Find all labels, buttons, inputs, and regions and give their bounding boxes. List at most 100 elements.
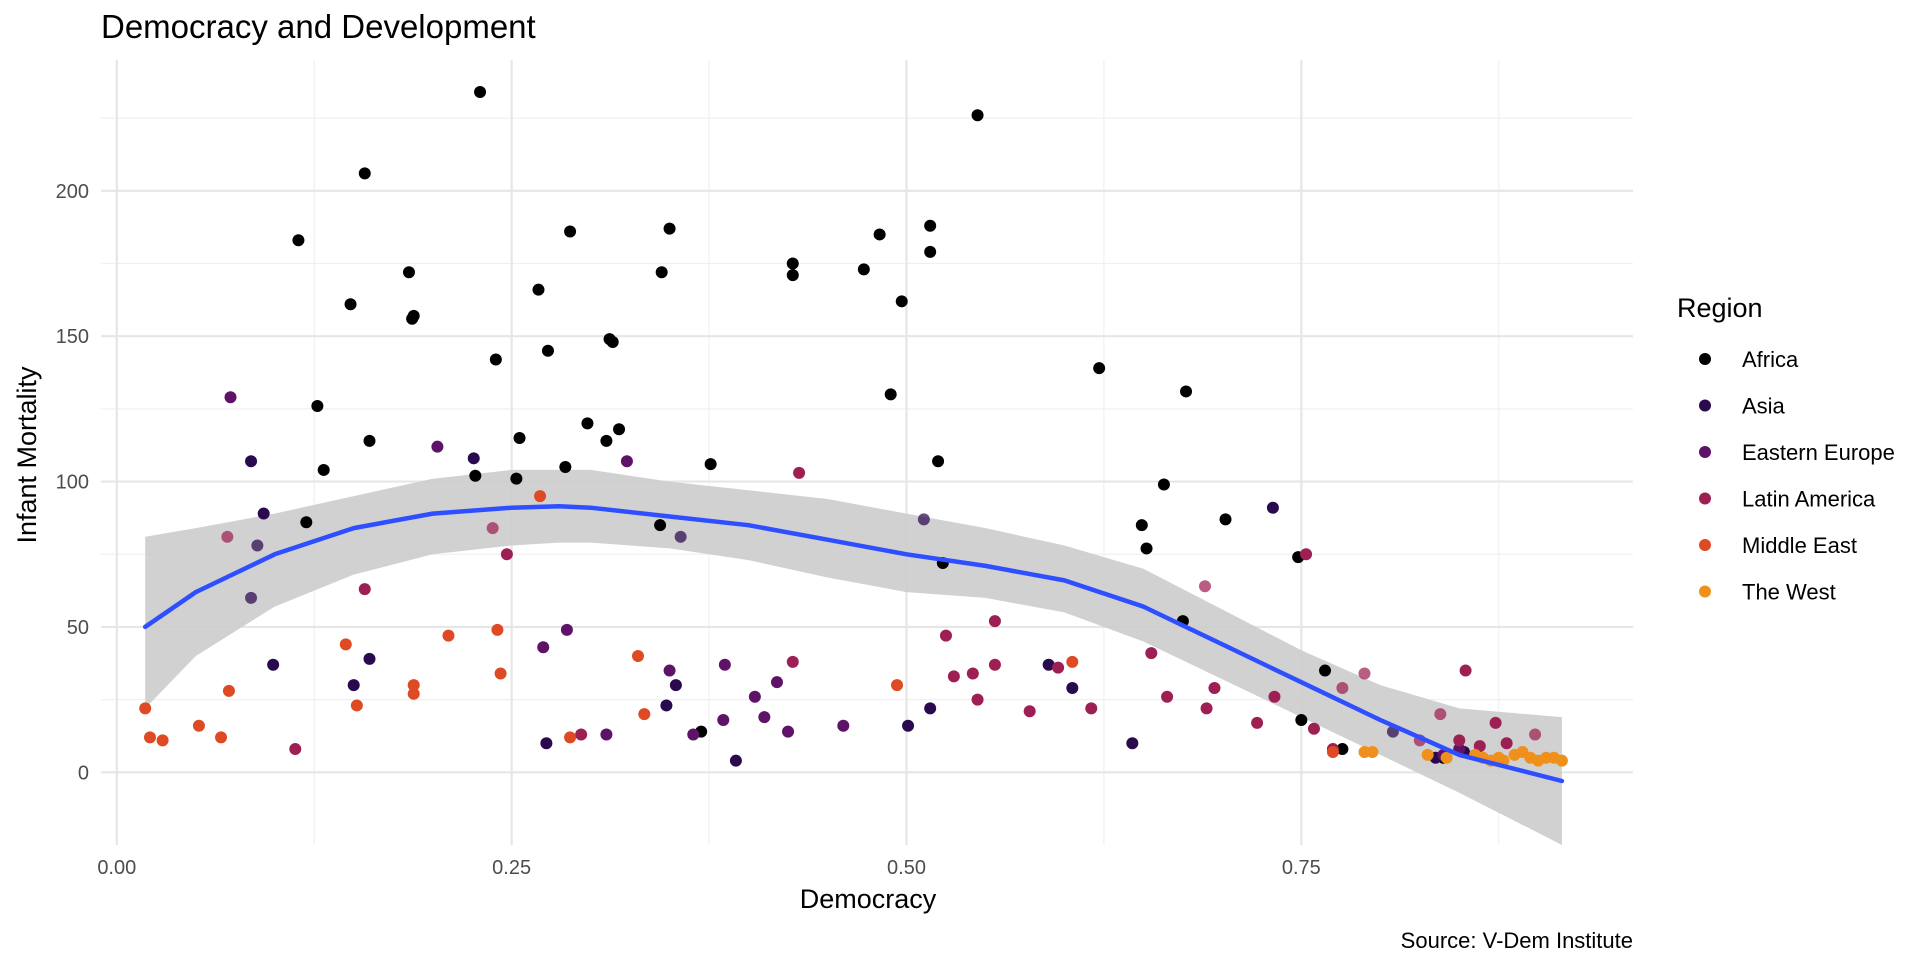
data-point	[564, 731, 577, 744]
legend-label: Middle East	[1742, 533, 1857, 558]
data-point	[895, 295, 908, 308]
data-point	[402, 266, 415, 279]
data-point	[215, 731, 228, 744]
data-point	[292, 234, 305, 247]
data-point	[559, 461, 572, 474]
legend-label: Africa	[1742, 347, 1799, 372]
data-point	[660, 699, 673, 712]
data-point	[687, 728, 700, 741]
data-point	[1295, 713, 1308, 726]
data-point	[489, 353, 502, 366]
data-point	[947, 670, 960, 683]
data-point	[251, 539, 264, 552]
data-point	[1500, 737, 1513, 750]
data-point	[1421, 748, 1434, 761]
y-tick-label: 50	[67, 617, 89, 639]
data-point	[758, 711, 771, 724]
data-point	[1453, 734, 1466, 747]
data-point	[560, 623, 573, 636]
data-point	[600, 434, 613, 447]
data-point	[494, 667, 507, 680]
data-point	[674, 530, 687, 543]
legend-label: Eastern Europe	[1742, 440, 1895, 465]
data-point	[1066, 682, 1079, 694]
data-point	[917, 513, 930, 526]
data-point	[902, 719, 915, 732]
data-point	[654, 519, 667, 532]
data-point	[1319, 664, 1332, 677]
data-point	[344, 298, 357, 311]
data-point	[1093, 362, 1106, 375]
data-point	[1023, 705, 1036, 718]
data-point	[1434, 708, 1447, 721]
data-point	[1529, 728, 1542, 741]
data-points	[139, 85, 1568, 767]
data-point	[442, 629, 455, 642]
data-point	[793, 466, 806, 479]
data-point	[1251, 716, 1264, 729]
legend-label: The West	[1742, 580, 1836, 605]
data-point	[1336, 743, 1349, 756]
data-point	[669, 679, 682, 692]
x-tick-label: 0.50	[887, 857, 926, 879]
data-point	[988, 615, 1001, 628]
data-point	[143, 731, 156, 744]
data-point	[873, 228, 886, 241]
legend-label: Asia	[1742, 394, 1786, 419]
y-axis-title: Infant Mortality	[12, 366, 42, 544]
data-point	[358, 167, 371, 180]
data-point	[638, 708, 651, 721]
legend-title: Region	[1677, 293, 1763, 323]
y-tick-label: 0	[78, 762, 89, 784]
data-point	[631, 650, 644, 663]
legend: Region Africa Asia Eastern Europe Latin Ame…	[1677, 293, 1895, 605]
data-point	[289, 743, 302, 756]
data-point	[966, 667, 979, 680]
data-point	[407, 309, 420, 322]
data-point	[924, 219, 937, 232]
y-tick-label: 100	[56, 472, 89, 494]
data-point	[1157, 478, 1170, 491]
legend-key	[1699, 585, 1711, 598]
legend-key	[1699, 539, 1711, 551]
data-point	[1140, 542, 1153, 555]
data-point	[540, 737, 553, 750]
data-point	[1358, 667, 1371, 680]
data-point	[1307, 722, 1320, 735]
data-point	[300, 516, 313, 529]
data-point	[1052, 661, 1065, 674]
data-point	[924, 245, 937, 258]
data-point	[581, 417, 594, 430]
legend-key	[1699, 446, 1711, 458]
data-point	[1266, 501, 1279, 514]
data-point	[267, 658, 280, 671]
data-point	[782, 725, 795, 738]
data-point	[474, 85, 487, 98]
data-point	[1459, 664, 1472, 677]
x-tick-label: 0.00	[97, 857, 136, 879]
data-point	[513, 431, 526, 444]
legend-key	[1699, 399, 1711, 412]
data-point	[245, 591, 258, 604]
data-point	[971, 693, 984, 706]
data-point	[467, 452, 480, 465]
data-point	[717, 713, 730, 726]
data-point	[1126, 737, 1139, 750]
data-point	[786, 269, 799, 282]
data-point	[564, 225, 577, 238]
data-point	[1135, 519, 1148, 532]
data-point	[431, 440, 444, 453]
data-point	[491, 623, 504, 636]
data-point	[932, 455, 945, 468]
data-point	[1489, 716, 1502, 729]
data-point	[891, 679, 904, 692]
data-point	[1180, 385, 1193, 398]
data-point	[884, 388, 897, 401]
data-point	[1268, 690, 1281, 703]
x-axis-title: Democracy	[800, 884, 937, 914]
data-point	[704, 458, 717, 471]
data-point	[407, 679, 420, 692]
data-point	[857, 263, 870, 276]
data-point	[786, 655, 799, 668]
y-tick-label: 150	[56, 326, 89, 348]
